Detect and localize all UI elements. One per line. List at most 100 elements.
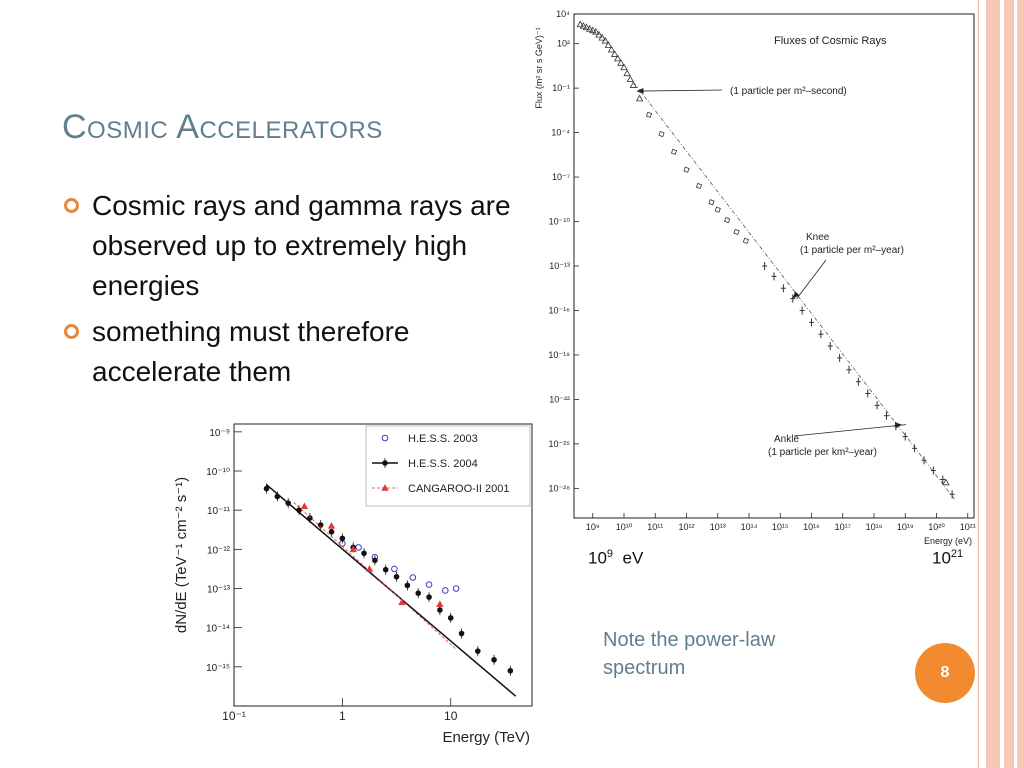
marker-dot: [307, 515, 313, 521]
marker-dot: [437, 607, 443, 613]
data-point: [458, 628, 465, 639]
y-axis-label: dN/dE (TeV⁻¹ cm⁻² s⁻¹): [173, 477, 190, 633]
spectrum-series: [293, 502, 457, 650]
data-point: [865, 389, 871, 398]
legend-marker: [381, 484, 389, 491]
annotation: (1 particle per m²–second): [636, 86, 847, 97]
data-point: [949, 490, 955, 499]
border-stripe: [1017, 0, 1024, 768]
annotation-text: (1 particle per m²–second): [730, 86, 847, 97]
data-point: [447, 612, 454, 623]
annotation-arrow: [796, 259, 827, 299]
fit-line: [293, 502, 457, 650]
marker-dot: [447, 615, 454, 621]
y-tick-label: 10⁴: [556, 9, 570, 19]
data-point: [635, 94, 644, 102]
data-point: [846, 365, 852, 374]
power-law-guide: [633, 81, 956, 501]
legend-item: H.E.S.S. 2004: [372, 458, 478, 470]
power-law-note: Note the power-law spectrum: [603, 629, 776, 679]
data-point: [902, 432, 908, 441]
annotation-arrowhead: [792, 291, 800, 299]
y-tick-label: 10⁻²⁵: [549, 439, 571, 449]
x-tick-label: 10¹⁶: [803, 522, 820, 532]
data-point: [452, 585, 460, 592]
data-point: [589, 26, 597, 34]
marker-dot: [296, 507, 302, 513]
data-point: [425, 581, 433, 588]
x-tick-label: 10⁻¹: [222, 709, 246, 723]
data-point: [491, 654, 497, 665]
bullet-text: Cosmic rays and gamma rays are observed …: [92, 190, 511, 301]
data-point: [307, 513, 313, 523]
data-point: [579, 22, 588, 29]
marker-dot: [382, 460, 388, 466]
data-point: [762, 262, 768, 270]
data-point: [507, 665, 514, 676]
data-point: [837, 353, 843, 362]
chart-title: Fluxes of Cosmic Rays: [774, 35, 887, 47]
data-point: [598, 33, 606, 41]
legend-label: H.E.S.S. 2004: [408, 458, 478, 470]
annotation-arrow: [640, 89, 723, 92]
data-point: [614, 54, 622, 62]
data-point: [582, 23, 591, 31]
data-point: [610, 50, 619, 57]
y-tick-label: 10⁻¹⁰: [549, 217, 571, 227]
marker-dot: [274, 493, 281, 500]
page-number-badge: 8: [915, 643, 975, 703]
data-point: [733, 228, 740, 235]
legend-label: CANGAROO-II 2001: [408, 483, 509, 495]
data-point: [658, 130, 665, 138]
data-point: [874, 401, 880, 410]
flux-series: [762, 262, 955, 499]
slide-title: Cosmic Accelerators: [62, 108, 383, 146]
marker-dot: [382, 566, 389, 573]
data-point: [391, 565, 398, 573]
data-point: [475, 646, 481, 657]
x-tick-label: 10¹³: [710, 522, 726, 532]
y-tick-label: 10⁻⁴: [551, 128, 570, 138]
data-point: [585, 24, 594, 32]
bullet-list: Cosmic rays and gamma rays are observed …: [62, 186, 512, 398]
data-point: [670, 148, 678, 155]
marker-dot: [426, 594, 432, 600]
data-point: [409, 574, 417, 581]
y-axis-label: Flux (m² sr s GeV)⁻¹: [534, 27, 544, 108]
annotation-text: (1 particle per km²–year): [768, 447, 877, 458]
marker-dot: [285, 500, 291, 506]
hess-spectrum-chart: 10⁻¹ 1 10 10⁻⁹ 10⁻¹⁰ 10⁻¹¹ 10⁻¹² 10⁻¹³ 10⁻¹⁴ 10⁻¹…: [173, 423, 533, 746]
data-point: [263, 483, 270, 494]
x-tick-label: 10¹⁷: [835, 522, 851, 532]
y-tick-label: 10⁻⁹: [209, 428, 230, 439]
data-point: [436, 600, 444, 607]
x-tick-label: 10²¹: [960, 522, 976, 532]
data-point: [620, 63, 628, 71]
data-point: [382, 564, 389, 575]
data-point: [930, 466, 936, 475]
data-point: [855, 377, 861, 386]
annotation-arrowhead: [894, 422, 903, 429]
y-tick-label: 10⁻²²: [549, 394, 570, 404]
marker-dot: [328, 528, 335, 535]
x-tick-label: 10¹⁸: [866, 522, 883, 532]
energy-low-callout: 109 eV: [588, 548, 643, 569]
border-stripe: [986, 0, 1000, 768]
legend-item: H.E.S.S. 2003: [381, 433, 478, 445]
marker-dot: [415, 590, 422, 596]
y-tick-label: 10⁻¹⁶: [549, 305, 571, 315]
legend: H.E.S.S. 2003 H.E.S.S. 2004 CANGAROO-II 20…: [365, 425, 531, 507]
data-point: [695, 182, 703, 190]
y-tick-label: 10⁻¹⁴: [206, 624, 230, 635]
data-point: [576, 20, 584, 28]
data-point: [361, 548, 367, 559]
ring-bullet-icon: [64, 324, 79, 339]
data-point: [683, 166, 690, 173]
x-tick-label: 10: [444, 709, 458, 723]
y-tick-label: 10⁻¹³: [549, 261, 570, 271]
data-point: [365, 565, 374, 572]
y-tick-label: 10⁻¹⁵: [206, 663, 230, 674]
marker-dot: [263, 485, 270, 492]
marker-dot: [404, 582, 411, 589]
x-tick-label: 10¹⁵: [772, 522, 789, 532]
